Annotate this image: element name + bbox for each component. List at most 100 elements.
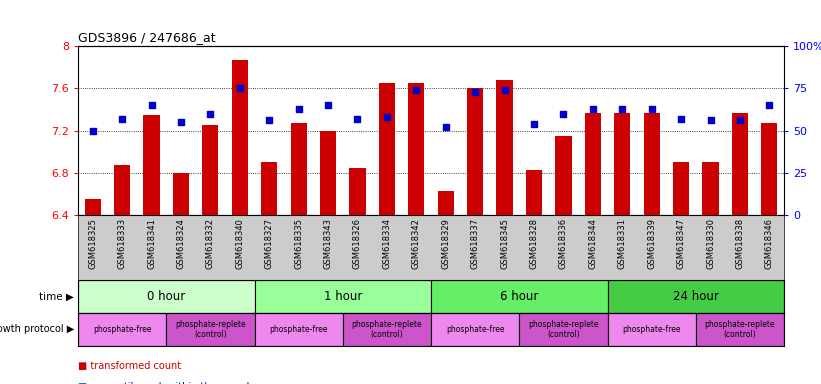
Text: GSM618333: GSM618333 <box>117 218 126 270</box>
Bar <box>78 280 255 313</box>
Text: GSM618324: GSM618324 <box>177 218 186 269</box>
Bar <box>291 123 307 215</box>
Text: GSM618341: GSM618341 <box>147 218 156 269</box>
Bar <box>526 170 542 215</box>
Point <box>586 106 599 112</box>
Bar <box>519 313 608 346</box>
Point <box>174 119 187 125</box>
Text: GSM618339: GSM618339 <box>647 218 656 269</box>
Point <box>616 106 629 112</box>
Bar <box>703 162 718 215</box>
Text: phosphate-replete
(control): phosphate-replete (control) <box>175 319 245 339</box>
Text: GSM618346: GSM618346 <box>765 218 774 269</box>
Bar <box>320 131 336 215</box>
Text: 24 hour: 24 hour <box>673 290 718 303</box>
Text: GSM618330: GSM618330 <box>706 218 715 269</box>
Bar <box>114 166 131 215</box>
Point <box>763 102 776 108</box>
Bar <box>438 191 454 215</box>
Point <box>557 111 570 117</box>
Text: GSM618331: GSM618331 <box>617 218 626 269</box>
Bar <box>431 313 519 346</box>
Bar <box>497 80 512 215</box>
Point <box>233 85 246 91</box>
Bar <box>144 115 159 215</box>
Point <box>380 114 393 120</box>
Text: GSM618327: GSM618327 <box>264 218 273 269</box>
Bar <box>467 88 484 215</box>
Bar <box>608 313 695 346</box>
Bar <box>696 313 784 346</box>
Point <box>439 124 452 130</box>
Text: GSM618347: GSM618347 <box>677 218 686 269</box>
Text: GSM618340: GSM618340 <box>236 218 245 269</box>
Text: 0 hour: 0 hour <box>147 290 186 303</box>
Bar <box>608 280 784 313</box>
Text: phosphate-free: phosphate-free <box>446 325 504 334</box>
Bar <box>85 199 101 215</box>
Bar <box>232 60 248 215</box>
Bar <box>255 280 431 313</box>
Text: GSM618332: GSM618332 <box>206 218 215 269</box>
Text: phosphate-replete
(control): phosphate-replete (control) <box>704 319 775 339</box>
Text: GSM618334: GSM618334 <box>383 218 392 269</box>
Point <box>204 111 217 117</box>
Point <box>704 118 717 124</box>
Text: GSM618345: GSM618345 <box>500 218 509 269</box>
Bar <box>614 113 631 215</box>
Bar <box>166 313 255 346</box>
Bar <box>732 113 748 215</box>
Point <box>645 106 658 112</box>
Point <box>86 127 99 134</box>
Point <box>527 121 540 127</box>
Bar <box>261 162 277 215</box>
Text: GSM618344: GSM618344 <box>589 218 598 269</box>
Text: GSM618342: GSM618342 <box>412 218 421 269</box>
Bar <box>78 313 166 346</box>
Point <box>145 102 158 108</box>
Text: growth protocol ▶: growth protocol ▶ <box>0 324 74 334</box>
Text: time ▶: time ▶ <box>39 291 74 302</box>
Text: GDS3896 / 247686_at: GDS3896 / 247686_at <box>78 31 216 44</box>
Text: 6 hour: 6 hour <box>500 290 539 303</box>
Text: GSM618329: GSM618329 <box>441 218 450 269</box>
Text: GSM618336: GSM618336 <box>559 218 568 270</box>
Text: ■ transformed count: ■ transformed count <box>78 361 181 371</box>
Bar <box>585 113 601 215</box>
Text: phosphate-free: phosphate-free <box>93 325 151 334</box>
Text: phosphate-free: phosphate-free <box>269 325 328 334</box>
Text: phosphate-replete
(control): phosphate-replete (control) <box>528 319 599 339</box>
Bar <box>173 173 189 215</box>
Point <box>292 106 305 112</box>
Text: GSM618325: GSM618325 <box>88 218 97 269</box>
Bar <box>555 136 571 215</box>
Point <box>322 102 335 108</box>
Point <box>498 87 511 93</box>
Point <box>263 118 276 124</box>
Bar <box>343 313 431 346</box>
Bar <box>255 313 343 346</box>
Bar <box>644 113 660 215</box>
Point <box>675 116 688 122</box>
Text: phosphate-replete
(control): phosphate-replete (control) <box>351 319 422 339</box>
Bar <box>761 123 777 215</box>
Text: phosphate-free: phosphate-free <box>622 325 681 334</box>
Bar <box>673 162 689 215</box>
Text: GSM618338: GSM618338 <box>736 218 745 270</box>
Point <box>733 118 746 124</box>
Bar <box>202 125 218 215</box>
Bar <box>408 83 424 215</box>
Bar <box>378 83 395 215</box>
Text: GSM618337: GSM618337 <box>470 218 479 270</box>
Bar <box>350 167 365 215</box>
Text: GSM618328: GSM618328 <box>530 218 539 269</box>
Point <box>351 116 364 122</box>
Point <box>410 87 423 93</box>
Bar <box>431 280 608 313</box>
Text: GSM618335: GSM618335 <box>294 218 303 269</box>
Text: GSM618326: GSM618326 <box>353 218 362 269</box>
Point <box>116 116 129 122</box>
Text: GSM618343: GSM618343 <box>323 218 333 269</box>
Text: 1 hour: 1 hour <box>323 290 362 303</box>
Text: ■ percentile rank within the sample: ■ percentile rank within the sample <box>78 382 255 384</box>
